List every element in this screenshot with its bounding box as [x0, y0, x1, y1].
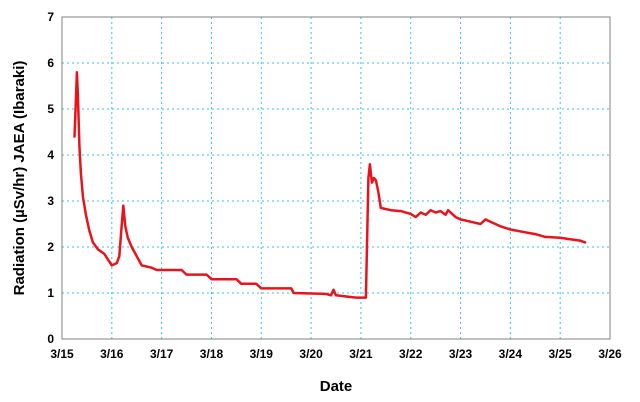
y-tick-labels: 0 1 2 3 4 5 6 7 [47, 10, 54, 346]
x-tick-label: 3/20 [299, 347, 323, 361]
grid-lines [62, 17, 610, 339]
x-axis-title: Date [320, 378, 353, 395]
y-tick-label: 6 [47, 56, 54, 70]
series-layer [73, 70, 587, 299]
plot-frame [61, 16, 611, 340]
x-tick-label: 3/21 [349, 347, 373, 361]
y-tick-label: 4 [47, 148, 54, 162]
x-tick-label: 3/26 [598, 347, 622, 361]
y-axis-title: Radiation (µSv/hr) JAEA (Ibaraki) [11, 61, 28, 296]
series-line [73, 70, 587, 299]
y-tick-label: 1 [47, 286, 54, 300]
x-tick-label: 3/24 [499, 347, 523, 361]
x-tick-label: 3/17 [150, 347, 174, 361]
y-tick-label: 2 [47, 240, 54, 254]
y-tick-label: 0 [47, 332, 54, 346]
y-tick-label: 3 [47, 194, 54, 208]
y-tick-label: 7 [47, 10, 54, 24]
x-tick-label: 3/25 [549, 347, 573, 361]
x-tick-label: 3/18 [200, 347, 224, 361]
y-tick-label: 5 [47, 102, 54, 116]
x-tick-label: 3/23 [449, 347, 473, 361]
x-tick-label: 3/15 [50, 347, 74, 361]
x-tick-label: 3/16 [100, 347, 124, 361]
x-tick-labels: 3/15 3/16 3/17 3/18 3/19 3/20 3/21 3/22 3/23 3/24… [50, 347, 622, 361]
x-tick-label: 3/19 [250, 347, 274, 361]
x-tick-label: 3/22 [399, 347, 423, 361]
